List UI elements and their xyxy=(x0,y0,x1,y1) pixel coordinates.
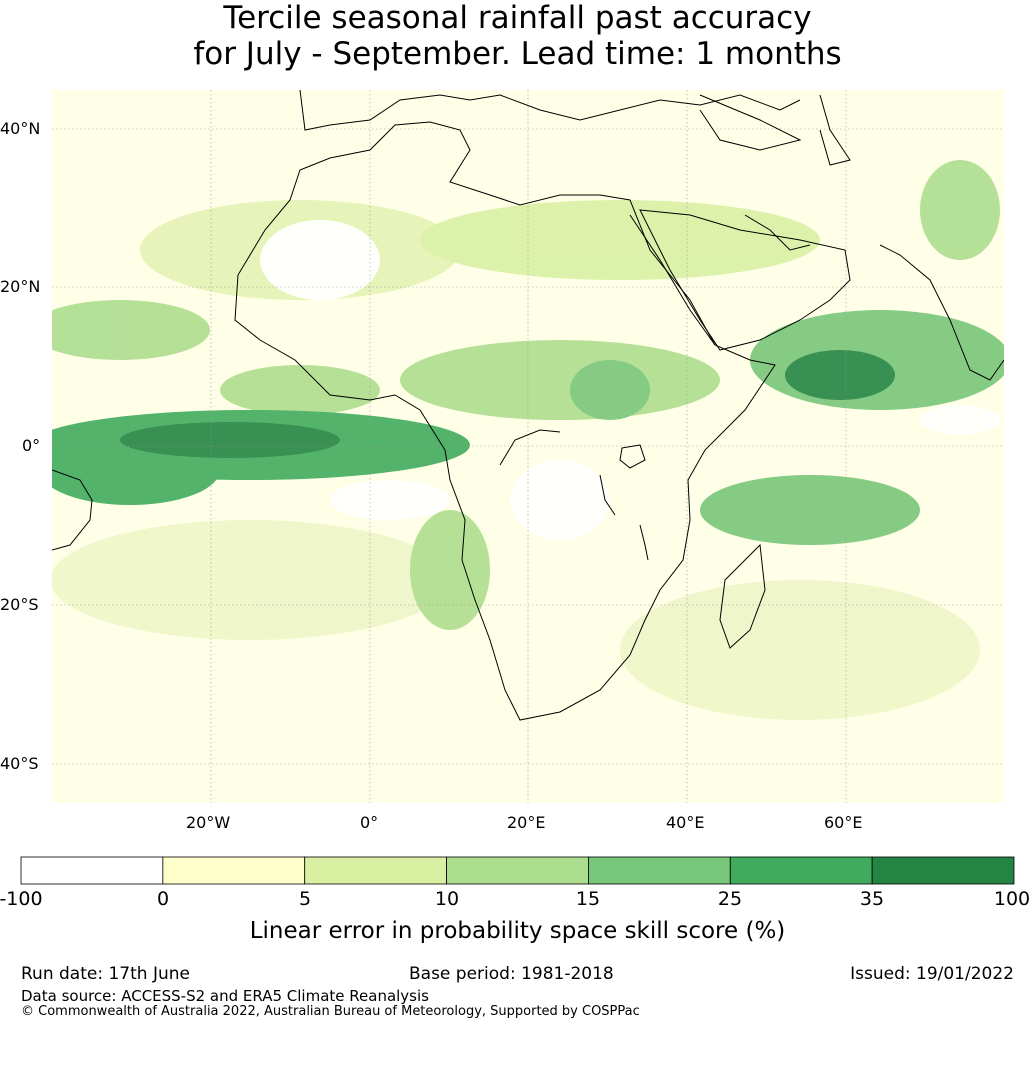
colorbar-segment xyxy=(304,856,447,885)
colorbar xyxy=(20,856,1015,885)
base-period: Base period: 1981-2018 xyxy=(409,964,614,984)
madagascar xyxy=(719,543,766,649)
copyright: © Commonwealth of Australia 2022, Austra… xyxy=(21,1004,640,1019)
colorbar-tick: 5 xyxy=(298,888,312,910)
skill-patch xyxy=(700,475,920,545)
skill-patch xyxy=(52,520,450,640)
map-area xyxy=(52,90,1004,803)
congo-river xyxy=(499,429,561,466)
colorbar-tick: 35 xyxy=(859,888,885,910)
skill-patch xyxy=(420,200,820,280)
south-america-coastline xyxy=(52,469,93,551)
skill-field xyxy=(52,160,1004,720)
skill-patch xyxy=(220,365,380,415)
arabia-coastline xyxy=(639,209,851,351)
lat-label: 40°N xyxy=(0,119,41,138)
lake-tanganyika xyxy=(599,474,616,516)
colorbar-segment xyxy=(446,856,589,885)
lon-label: 40°E xyxy=(666,813,705,832)
skill-patch xyxy=(410,510,490,630)
lake-victoria xyxy=(619,444,646,469)
lake-malawi xyxy=(639,524,649,561)
persian-gulf xyxy=(744,214,811,251)
run-date: Run date: 17th June xyxy=(21,964,190,984)
coastlines xyxy=(52,90,1004,721)
lon-label: 20°E xyxy=(507,813,546,832)
lon-label: 60°E xyxy=(824,813,863,832)
skill-patch xyxy=(620,580,980,720)
lat-label: 20°N xyxy=(0,277,41,296)
skill-patch xyxy=(52,300,210,360)
colorbar-tick: -100 xyxy=(0,888,43,910)
skill-patch xyxy=(920,405,1000,435)
africa-coastline xyxy=(234,121,776,721)
skill-patch xyxy=(510,460,610,540)
lat-label: 20°S xyxy=(0,595,39,614)
colorbar-tick: 25 xyxy=(717,888,743,910)
skill-patch xyxy=(570,360,650,420)
colorbar-segment xyxy=(20,856,164,885)
colorbar-label: Linear error in probability space skill … xyxy=(249,918,786,944)
map-title-line-1: Tercile seasonal rainfall past accuracy xyxy=(223,0,812,36)
black-sea xyxy=(699,94,802,151)
skill-patch xyxy=(330,480,450,520)
europe-coastline xyxy=(299,90,801,131)
skill-patch xyxy=(400,340,720,420)
issued-date: Issued: 19/01/2022 xyxy=(850,964,1014,984)
graticule xyxy=(52,90,1004,803)
lon-label: 20°W xyxy=(186,813,231,832)
skill-patch xyxy=(920,160,1000,260)
colorbar-tick: 10 xyxy=(434,888,460,910)
colorbar-tick: 100 xyxy=(993,888,1031,910)
lon-label: 0° xyxy=(360,813,379,832)
skill-patch xyxy=(120,422,340,458)
skill-patch xyxy=(260,220,380,300)
colorbar-tick: 15 xyxy=(575,888,601,910)
skill-patch xyxy=(785,350,895,400)
asia-coastline xyxy=(879,244,1004,381)
colorbar-segment xyxy=(162,856,306,885)
caspian-sea xyxy=(819,94,851,166)
colorbar-segment xyxy=(871,856,1015,885)
data-source: Data source: ACCESS-S2 and ERA5 Climate … xyxy=(21,987,429,1005)
lat-label: 40°S xyxy=(0,754,39,773)
lat-label: 0° xyxy=(22,436,41,455)
map-title-line-2: for July - September. Lead time: 1 month… xyxy=(193,36,842,72)
colorbar-tick: 0 xyxy=(156,888,170,910)
colorbar-segment xyxy=(729,856,873,885)
colorbar-segment xyxy=(588,856,731,885)
red-sea xyxy=(629,214,716,346)
